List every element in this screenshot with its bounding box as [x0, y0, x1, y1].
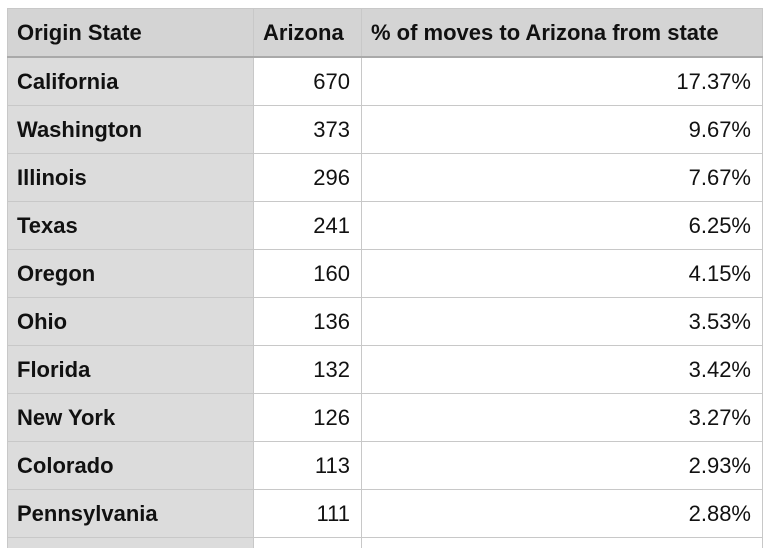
arizona-count-cell: 132	[254, 346, 362, 394]
arizona-count-cell: 136	[254, 298, 362, 346]
state-cell: Pennsylvania	[8, 490, 254, 538]
state-cell: New York	[8, 394, 254, 442]
table-row-partial	[8, 538, 763, 548]
arizona-count-cell: 241	[254, 202, 362, 250]
arizona-count-cell: 126	[254, 394, 362, 442]
percent-cell: 9.67%	[362, 106, 763, 154]
percent-cell: 2.93%	[362, 442, 763, 490]
header-row: Origin State Arizona % of moves to Arizo…	[8, 9, 763, 58]
header-origin-state: Origin State	[8, 9, 254, 58]
state-cell: Colorado	[8, 442, 254, 490]
state-cell: Washington	[8, 106, 254, 154]
header-arizona: Arizona	[254, 9, 362, 58]
state-cell: Texas	[8, 202, 254, 250]
state-cell: Illinois	[8, 154, 254, 202]
arizona-count-cell: 296	[254, 154, 362, 202]
percent-cell: 6.25%	[362, 202, 763, 250]
empty-cell	[8, 538, 254, 548]
state-cell: California	[8, 57, 254, 106]
moves-table: Origin State Arizona % of moves to Arizo…	[7, 8, 763, 548]
arizona-count-cell: 670	[254, 57, 362, 106]
empty-cell	[362, 538, 763, 548]
arizona-count-cell: 113	[254, 442, 362, 490]
arizona-count-cell: 111	[254, 490, 362, 538]
arizona-count-cell: 160	[254, 250, 362, 298]
percent-cell: 4.15%	[362, 250, 763, 298]
state-cell: Ohio	[8, 298, 254, 346]
percent-cell: 3.42%	[362, 346, 763, 394]
percent-cell: 3.27%	[362, 394, 763, 442]
state-cell: Oregon	[8, 250, 254, 298]
arizona-count-cell: 373	[254, 106, 362, 154]
percent-cell: 17.37%	[362, 57, 763, 106]
header-percent: % of moves to Arizona from state	[362, 9, 763, 58]
percent-cell: 2.88%	[362, 490, 763, 538]
percent-cell: 7.67%	[362, 154, 763, 202]
empty-cell	[254, 538, 362, 548]
percent-cell: 3.53%	[362, 298, 763, 346]
state-cell: Florida	[8, 346, 254, 394]
